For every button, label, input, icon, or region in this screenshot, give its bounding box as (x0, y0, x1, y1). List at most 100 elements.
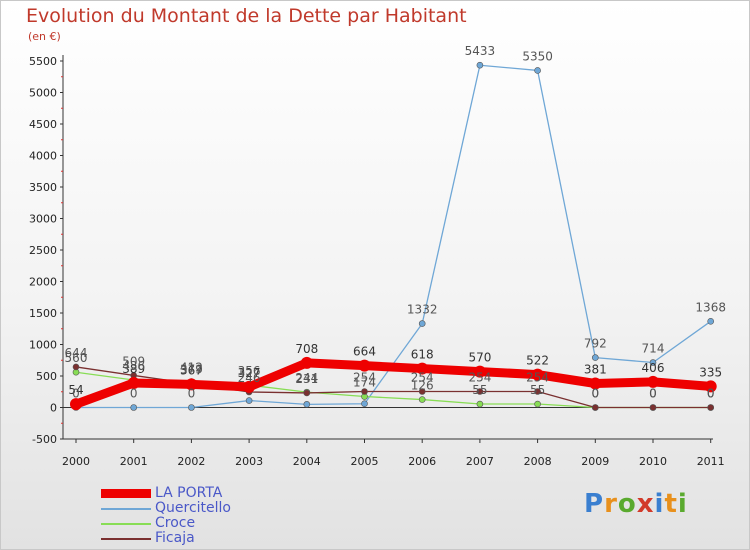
data-point (358, 359, 371, 372)
data-label: 381 (584, 362, 607, 376)
legend-label: LA PORTA (155, 485, 223, 501)
x-tick-label: 2000 (62, 455, 90, 468)
data-label: 335 (699, 365, 722, 379)
data-label: 1332 (407, 303, 438, 317)
series-line-croce (75, 371, 712, 409)
data-label: 389 (122, 362, 145, 376)
data-point (649, 359, 657, 366)
x-tick-label: 2004 (293, 455, 321, 468)
data-label: 436 (122, 359, 145, 373)
data-label: 509 (122, 354, 145, 368)
data-point (70, 398, 82, 411)
data-label: 406 (642, 361, 665, 375)
data-point (130, 404, 137, 411)
data-label: 126 (411, 379, 434, 393)
data-point (591, 354, 599, 361)
y-tick-label: 2500 (29, 244, 57, 257)
x-tick-label: 2006 (408, 455, 436, 468)
data-point (418, 320, 426, 327)
data-label: 54 (68, 383, 83, 397)
data-label: 327 (238, 366, 261, 380)
x-tick-label: 2001 (120, 455, 148, 468)
data-label: 412 (180, 361, 203, 375)
data-point (361, 400, 368, 408)
data-point (707, 404, 715, 411)
data-label: 246 (238, 371, 261, 385)
y-tick-label: 4500 (29, 118, 57, 131)
data-label: 254 (526, 370, 549, 384)
data-point (534, 400, 541, 408)
data-point (418, 396, 426, 403)
data-label: 0 (188, 387, 196, 401)
y-tick-label: 3000 (29, 213, 57, 226)
data-point (589, 377, 602, 390)
data-label: 0 (707, 387, 715, 401)
data-point (185, 378, 198, 391)
data-point (127, 376, 140, 389)
data-point (531, 368, 544, 381)
data-label: 0 (649, 387, 657, 401)
data-label: 174 (353, 376, 376, 390)
legend-swatch-quercitello (101, 507, 151, 510)
data-label: 0 (707, 387, 715, 401)
logo-letter: r (604, 489, 618, 519)
legend-label: Quercitello (155, 500, 231, 516)
data-label: 522 (526, 354, 549, 368)
legend-item-quercitello: Quercitello (101, 501, 231, 516)
data-point (416, 362, 429, 375)
x-tick-label: 2009 (581, 455, 609, 468)
x-tick-label: 2011 (697, 455, 725, 468)
chart-subtitle: (en €) (28, 30, 61, 43)
logo-letter: x (636, 489, 655, 519)
logo-letter: i (677, 489, 688, 519)
data-point (361, 388, 368, 395)
x-tick-label: 2003 (235, 455, 263, 468)
data-label: 5350 (522, 49, 553, 63)
data-label: 0 (591, 387, 599, 401)
data-point (707, 318, 715, 325)
legend-swatch-la-porta (101, 489, 151, 498)
data-point (303, 389, 311, 397)
x-tick-label: 2010 (639, 455, 667, 468)
data-point (72, 363, 80, 371)
data-label: 367 (180, 363, 203, 377)
legend: LA PORTA Quercitello Croce Ficaja (101, 486, 231, 546)
legend-label: Ficaja (155, 530, 195, 546)
data-point (704, 380, 717, 393)
data-label: 664 (353, 345, 376, 359)
y-tick-label: 1000 (29, 339, 57, 352)
data-label: 0 (649, 387, 657, 401)
data-point (534, 67, 541, 74)
data-label: 618 (411, 348, 434, 362)
data-label: 560 (65, 351, 88, 365)
legend-item-croce: Croce (101, 516, 231, 531)
x-tick-label: 2008 (524, 455, 552, 468)
y-tick-label: -500 (32, 433, 57, 446)
y-tick-label: 5000 (29, 87, 57, 100)
y-tick-label: 4000 (29, 150, 57, 163)
data-label: 570 (468, 351, 491, 365)
data-point (647, 375, 659, 388)
data-label: 244 (295, 371, 318, 385)
legend-swatch-ficaja (101, 537, 151, 540)
data-point (245, 397, 253, 404)
data-label: 254 (468, 370, 491, 384)
x-tick-label: 2005 (351, 455, 379, 468)
data-point (300, 356, 313, 369)
data-point (418, 388, 426, 395)
legend-item-ficaja: Ficaja (101, 531, 231, 546)
data-point (243, 380, 256, 393)
data-label: 1368 (695, 300, 726, 314)
logo-letter: o (617, 489, 637, 519)
data-point (476, 388, 484, 395)
data-point (649, 404, 657, 411)
data-label: 379 (180, 363, 203, 377)
logo-letter: P (584, 489, 605, 519)
data-label: 231 (295, 372, 318, 386)
series-layer (70, 61, 717, 411)
legend-item-la-porta: LA PORTA (101, 486, 231, 501)
y-tick-label: 5500 (29, 55, 57, 68)
logo-letter: i (654, 489, 665, 519)
data-label: 708 (295, 342, 318, 356)
